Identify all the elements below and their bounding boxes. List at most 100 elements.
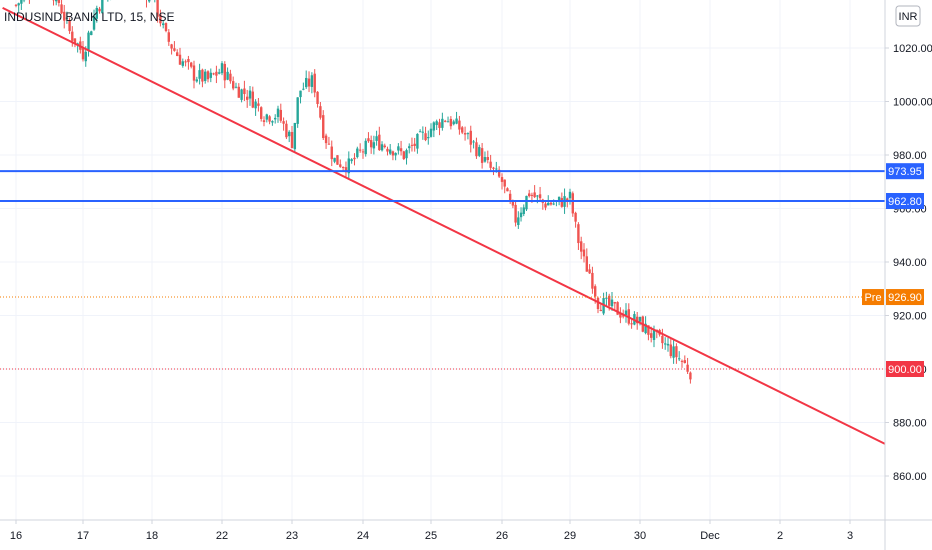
- candle-body: [101, 0, 104, 14]
- candle-body: [299, 90, 302, 98]
- candle-body: [148, 0, 151, 2]
- candle-body: [495, 168, 498, 170]
- candle-body: [666, 343, 670, 346]
- candle-body: [530, 194, 534, 196]
- candle-body: [204, 71, 207, 81]
- candle-body: [234, 86, 238, 88]
- candle-body: [458, 120, 461, 130]
- candle-body: [449, 118, 453, 127]
- candle-body: [544, 203, 547, 208]
- candle-body: [466, 133, 470, 135]
- candle-body: [508, 193, 512, 202]
- candle-body: [307, 78, 311, 87]
- candle-body: [418, 131, 422, 133]
- candle-body: [282, 121, 285, 124]
- candle-body: [181, 61, 184, 66]
- chart-title: INDUSIND BANK LTD, 15, NSE: [4, 10, 174, 24]
- candle-body: [397, 146, 400, 151]
- candle-body: [327, 143, 331, 145]
- candle-body: [469, 130, 472, 145]
- candle-body: [378, 134, 381, 151]
- candle-body: [209, 72, 212, 78]
- candle-body: [528, 193, 531, 197]
- time-axis[interactable]: 16 17 18 22 23 24 25 26 29 30 Dec 2 3: [10, 520, 853, 542]
- candle-body: [358, 149, 362, 151]
- candle-body: [293, 122, 297, 150]
- candle-body: [624, 310, 628, 316]
- candle-body: [552, 203, 555, 205]
- candle-body: [424, 133, 427, 141]
- candle-body: [162, 23, 165, 26]
- candle-body: [279, 109, 282, 121]
- candle-body: [571, 193, 574, 214]
- candle-body: [344, 167, 348, 173]
- candle-body: [285, 123, 288, 138]
- candle-body: [237, 86, 240, 98]
- candle-body: [383, 145, 386, 148]
- price-axis[interactable]: 860.00880.00900.00920.00940.00960.00980.…: [885, 43, 932, 483]
- candle-body: [17, 3, 20, 6]
- candle-body: [178, 54, 182, 65]
- candle-body: [156, 0, 159, 17]
- candle-body: [549, 202, 553, 205]
- candle-body: [538, 194, 542, 199]
- candle-body: [500, 177, 504, 182]
- candle-body: [408, 146, 411, 149]
- time-tick-label: 29: [564, 530, 576, 542]
- candle-body: [557, 196, 561, 201]
- candle-body: [271, 121, 274, 123]
- candle-body: [686, 364, 689, 372]
- price-tick-label: 860.00: [893, 471, 927, 483]
- candle-body: [268, 116, 271, 122]
- candle-body: [356, 148, 359, 158]
- candle-body: [475, 142, 478, 157]
- candle-body: [71, 31, 74, 41]
- time-tick-label: 16: [10, 530, 22, 542]
- currency-button[interactable]: INR: [895, 5, 921, 27]
- candle-body: [622, 315, 625, 317]
- price-tick-label: 880.00: [893, 418, 927, 430]
- candle-body: [367, 138, 370, 142]
- candle-body: [455, 118, 458, 124]
- candle-body: [84, 51, 87, 62]
- time-tick-label: 3: [847, 530, 853, 542]
- candle-body: [594, 286, 597, 297]
- hline-price-tag: [886, 193, 924, 210]
- candle-body: [248, 90, 252, 99]
- candle-body: [257, 103, 260, 106]
- candle-body: [14, 4, 18, 6]
- time-tick-label: 22: [216, 530, 228, 542]
- candle-body: [517, 217, 520, 225]
- candle-body: [176, 52, 179, 56]
- candle-body: [229, 73, 232, 82]
- hline-price-tag-label: 973.95: [888, 166, 922, 178]
- candle-body: [265, 114, 268, 120]
- candle-body: [647, 325, 650, 335]
- candle-body: [421, 131, 425, 133]
- candle-body: [215, 71, 218, 76]
- drawing-lines: [0, 6, 886, 445]
- candle-body: [310, 75, 314, 87]
- time-tick-label: 23: [286, 530, 298, 542]
- candle-body: [511, 200, 515, 206]
- candle-body: [87, 32, 90, 50]
- candle-body: [60, 4, 63, 14]
- candle-body: [405, 150, 408, 159]
- candle-body: [689, 372, 692, 380]
- candle-body: [336, 155, 339, 165]
- candle-body: [341, 167, 345, 169]
- candle-body: [522, 207, 525, 215]
- candle-body: [577, 224, 580, 244]
- candle-body: [218, 72, 221, 74]
- candle-body: [497, 169, 501, 177]
- candle-body: [683, 360, 686, 364]
- time-tick-label: 24: [357, 530, 369, 542]
- last-price-tag-label: 900.00: [888, 364, 922, 376]
- time-tick-label: 2: [777, 530, 783, 542]
- candle-body: [276, 108, 280, 117]
- trendline[interactable]: [2, 6, 886, 445]
- candle-body: [463, 133, 467, 135]
- price-tags: 973.95 962.80 926.90 Pre 900.00: [862, 163, 924, 377]
- candle-body: [350, 159, 353, 162]
